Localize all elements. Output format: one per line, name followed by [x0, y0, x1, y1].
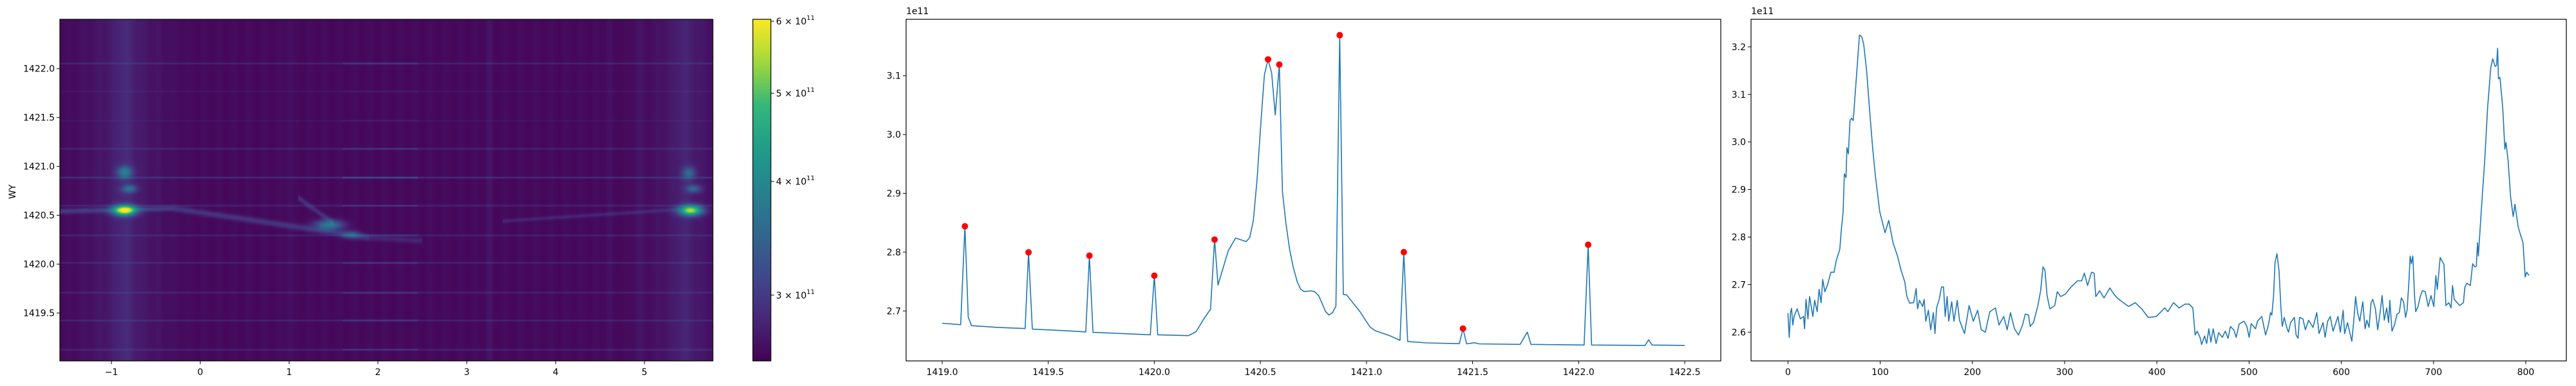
x-tick-label: 1421.0	[1350, 367, 1382, 378]
y-tick-label: 3.2	[1732, 42, 1746, 53]
heatmap-frame	[59, 19, 714, 362]
colorbar-tick-exponent: 11	[806, 175, 815, 182]
peak-marker	[1265, 56, 1272, 63]
spectrum-plot-frame	[905, 19, 1721, 362]
y-offset-text: 1e11	[1751, 6, 1774, 17]
x-tick-label: 0	[198, 367, 204, 378]
profile-plot-axes: 0 100 200 300 400 500 600 700 800 2.6 2.7 2.8 2.9 3.0…	[1732, 6, 2567, 378]
y-tick-label: 1420.0	[23, 260, 55, 270]
profile-plot-frame	[1750, 19, 2567, 362]
series-line	[942, 34, 1685, 346]
x-tick-label: 100	[1871, 367, 1889, 378]
x-tick-label: 1419.5	[1032, 367, 1064, 378]
x-tick-label: 1419.0	[927, 367, 958, 378]
x-tick-label: 1422.0	[1563, 367, 1595, 378]
x-tick-label: 200	[1964, 367, 1981, 378]
peak-marker	[1585, 241, 1592, 248]
y-tick-label: 2.8	[887, 248, 901, 258]
x-tick-label: 300	[2056, 367, 2074, 378]
y-tick-label: 3.1	[887, 71, 901, 82]
x-tick-label: 0	[1785, 367, 1791, 378]
x-tick-label: 1	[286, 367, 292, 378]
colorbar-tick-times-ten: × 10	[782, 89, 806, 99]
colorbar-tick-mantissa: 3	[776, 291, 782, 301]
y-tick-label: 2.9	[887, 189, 901, 199]
x-tick-label: 4	[553, 367, 558, 378]
peak-marker	[1276, 61, 1283, 68]
colorbar-gradient	[752, 19, 772, 362]
y-tick-label: 3.0	[887, 130, 901, 140]
y-tick-label: 2.7	[887, 306, 901, 317]
y-tick-label: 2.8	[1732, 232, 1746, 243]
x-tick-label: 400	[2148, 367, 2166, 378]
x-tick-label: 1422.5	[1669, 367, 1700, 378]
y-tick-label: 2.7	[1732, 280, 1746, 290]
heatmap-axes: −1 0 1 2 3 4 5 1419.5 1420.0 1420.5 1421.0 1421.5 14…	[8, 19, 714, 378]
x-tick-label: −1	[105, 367, 118, 378]
colorbar-tick-label: 3 × 1011	[776, 289, 815, 301]
peak-marker	[1025, 249, 1032, 256]
colorbar-tick-mantissa: 4	[776, 177, 782, 187]
colorbar-tick-times-ten: × 10	[782, 291, 806, 301]
peak-marker	[961, 223, 969, 230]
peak-marker	[1211, 236, 1218, 243]
y-tick-label: 1421.0	[23, 162, 55, 172]
colorbar-tick-label: 4 × 1011	[776, 175, 815, 187]
x-tick-label: 1420.0	[1139, 367, 1170, 378]
y-tick-label: 1421.5	[23, 113, 55, 124]
colorbar-tick-exponent: 11	[806, 15, 815, 22]
peak-marker	[1400, 248, 1407, 255]
heatmap-image	[60, 19, 713, 361]
x-tick-label: 1421.5	[1457, 367, 1488, 378]
colorbar-tick-label: 6 × 1011	[776, 15, 815, 27]
peak-marker	[1086, 252, 1093, 259]
y-tick-label: 1419.5	[23, 309, 55, 319]
y-axis-label: WY	[8, 184, 18, 199]
y-tick-label: 3.1	[1732, 90, 1746, 100]
x-tick-label: 2	[375, 367, 381, 378]
x-tick-label: 800	[2517, 367, 2535, 378]
peak-marker	[1459, 325, 1466, 332]
y-tick-label: 3.0	[1732, 138, 1746, 148]
peak-marker	[1336, 32, 1343, 39]
colorbar-tick-times-ten: × 10	[782, 17, 806, 27]
y-tick-label: 2.9	[1732, 185, 1746, 196]
colorbar-tick-label: 5 × 1011	[776, 87, 815, 99]
series-line	[1787, 34, 2530, 345]
y-tick-label: 2.6	[1732, 327, 1746, 338]
spectrum-plot-axes: 1419.0 1419.5 1420.0 1420.5 1421.0 1421.5 1422…	[887, 6, 1721, 378]
colorbar-tick-times-ten: × 10	[782, 177, 806, 187]
colorbar-tick-mantissa: 5	[776, 89, 782, 99]
colorbar-tick-exponent: 11	[806, 87, 815, 94]
x-tick-label: 3	[464, 367, 469, 378]
x-tick-label: 600	[2333, 367, 2350, 378]
y-tick-label: 1422.0	[23, 64, 55, 75]
x-tick-label: 500	[2240, 367, 2258, 378]
x-tick-label: 1420.5	[1245, 367, 1276, 378]
y-tick-label: 1420.5	[23, 211, 55, 221]
colorbar-tick-mantissa: 6	[776, 17, 782, 27]
y-offset-text: 1e11	[906, 6, 929, 17]
x-tick-label: 700	[2425, 367, 2442, 378]
peak-marker	[1151, 272, 1158, 279]
x-tick-label: 5	[641, 367, 647, 378]
colorbar-tick-exponent: 11	[806, 289, 815, 296]
